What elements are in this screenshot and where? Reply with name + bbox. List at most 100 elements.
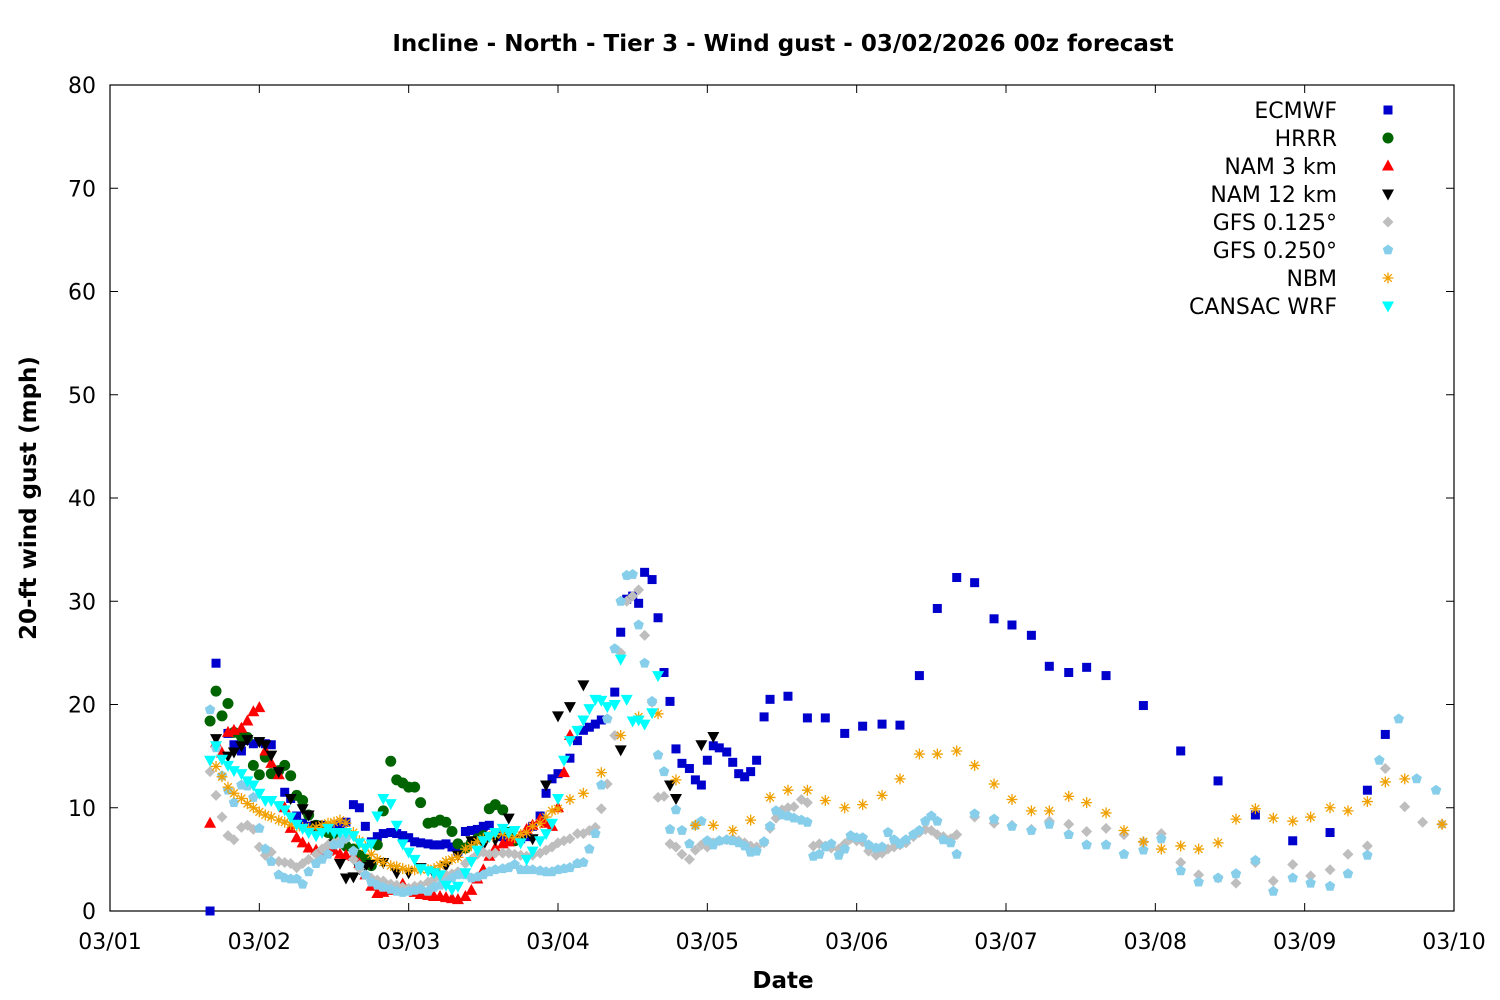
data-point (222, 697, 234, 709)
data-point (347, 872, 360, 884)
data-point (378, 881, 389, 892)
data-point (1025, 805, 1037, 817)
data-point (783, 691, 793, 701)
data-point (814, 848, 825, 859)
y-tick-label: 10 (68, 797, 96, 822)
data-point (702, 755, 712, 765)
data-point (265, 756, 278, 768)
data-point (360, 869, 371, 880)
data-point (248, 739, 258, 749)
data-point (552, 803, 564, 815)
data-point (441, 839, 451, 849)
data-point (1380, 729, 1390, 739)
data-point (601, 702, 614, 714)
data-point (402, 847, 415, 859)
data-point (1324, 864, 1336, 876)
data-point (371, 853, 383, 865)
data-point (471, 836, 483, 848)
data-point (259, 809, 271, 821)
data-point (857, 832, 868, 843)
data-point (801, 797, 813, 809)
data-point (446, 853, 458, 865)
data-point (1399, 801, 1411, 813)
data-point (1063, 829, 1074, 839)
data-point (253, 788, 266, 800)
data-point (584, 843, 595, 854)
data-point (739, 840, 750, 851)
data-point (664, 823, 676, 834)
data-point (670, 841, 682, 853)
data-point (970, 578, 980, 588)
data-point (377, 793, 390, 805)
data-point (751, 845, 762, 856)
data-point (788, 801, 800, 813)
series-nam-12-km (210, 680, 720, 885)
data-point (210, 685, 222, 697)
x-axis: 03/01 03/02 03/03 03/04 03/05 03/06 03/07 03/08… (78, 85, 1486, 955)
data-point (670, 804, 682, 815)
data-point (931, 748, 943, 760)
data-point (1155, 843, 1167, 855)
data-point (634, 598, 644, 608)
data-point (445, 884, 458, 896)
data-point (302, 828, 315, 840)
data-point (1250, 854, 1261, 865)
data-point (1100, 807, 1112, 819)
data-point (360, 821, 370, 831)
data-point (440, 880, 452, 892)
data-point (1342, 868, 1354, 879)
data-point (386, 828, 396, 838)
data-point (1230, 813, 1242, 825)
data-point (540, 829, 553, 841)
data-point (484, 820, 494, 830)
data-point (284, 812, 297, 824)
data-point (260, 843, 271, 854)
data-point (728, 757, 738, 767)
data-point (1193, 843, 1205, 855)
data-point (1305, 811, 1317, 823)
series-cansac-wrf (204, 654, 665, 896)
data-point (322, 848, 334, 859)
data-point (615, 729, 627, 741)
data-point (596, 779, 607, 790)
data-point (472, 824, 482, 834)
data-point (684, 838, 695, 849)
data-point (1287, 815, 1299, 827)
data-point (1212, 837, 1224, 849)
data-point (988, 813, 1000, 824)
data-point (253, 806, 265, 818)
data-point (347, 853, 359, 865)
data-point (526, 846, 539, 858)
data-point (665, 696, 675, 706)
data-point (302, 810, 315, 822)
data-point (914, 825, 925, 835)
data-point (235, 721, 248, 733)
data-point (951, 829, 963, 841)
data-point (465, 840, 477, 852)
data-point (1212, 872, 1224, 883)
data-point (265, 811, 277, 823)
data-point (1342, 805, 1354, 817)
data-point (1399, 773, 1411, 785)
data-point (1137, 836, 1149, 848)
data-point (839, 843, 850, 854)
data-point (333, 859, 346, 871)
data-point (241, 714, 254, 726)
legend-label: HRRR (1275, 127, 1337, 152)
data-point (546, 805, 558, 817)
data-point (1342, 848, 1354, 860)
data-point (290, 831, 303, 843)
x-tick-label: 03/06 (825, 930, 888, 955)
legend-label: CANSAC WRF (1189, 295, 1337, 320)
y-tick-label: 0 (82, 900, 96, 925)
data-point (210, 760, 222, 772)
data-point (378, 829, 388, 839)
x-tick-label: 03/05 (676, 930, 739, 955)
data-point (882, 827, 894, 837)
plot-frame (109, 84, 1455, 912)
data-point (840, 728, 850, 738)
data-point (926, 810, 937, 821)
data-point (677, 758, 687, 768)
data-point (1379, 763, 1391, 775)
